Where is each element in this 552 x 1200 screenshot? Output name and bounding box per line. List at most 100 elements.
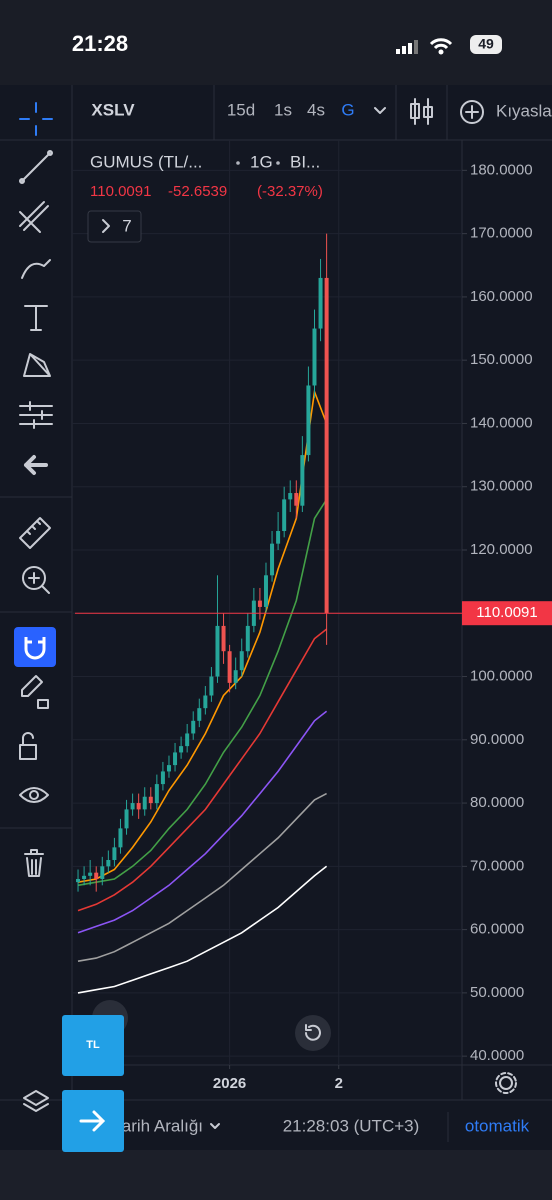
moving-average (77, 628, 328, 912)
dot (276, 161, 280, 165)
battery-level: 49 (478, 36, 494, 52)
plot: 180.0000 170.0000 160.0000 150.0000 140.0000… (72, 140, 552, 1092)
clock[interactable]: 21:28:03 (UTC+3) (283, 1116, 420, 1135)
magnet-icon (24, 637, 46, 660)
compare-label[interactable]: Kıyasla (496, 101, 552, 120)
candle-body (160, 771, 165, 785)
candle-body (282, 499, 287, 532)
chart-type-icon[interactable] (410, 98, 433, 125)
y-tick-label: 150.0000 (470, 351, 533, 368)
legend-name: GUMUS (TL/... (90, 152, 202, 171)
y-tick-label: 100.0000 (470, 667, 533, 684)
chevron (102, 219, 110, 233)
y-tick-label: 160.0000 (470, 288, 533, 305)
reset-button[interactable] (295, 1015, 331, 1051)
magnet-button[interactable] (14, 627, 56, 667)
candle-body (94, 872, 99, 879)
interval-menu[interactable] (374, 107, 386, 114)
reset-icon (305, 1024, 321, 1041)
candle-body (82, 875, 87, 879)
candle-body (106, 860, 111, 867)
candle-body (239, 651, 244, 671)
candle-body (263, 575, 268, 607)
scale-mode[interactable]: otomatik (465, 1116, 530, 1135)
y-tick-label: 70.0000 (470, 857, 524, 874)
candle-body (124, 809, 129, 829)
interval-active[interactable]: G (341, 100, 354, 119)
layers-icon[interactable] (23, 1090, 49, 1112)
x-tick-label: 2 (335, 1075, 343, 1092)
interval[interactable]: 15d (227, 100, 255, 119)
dot (236, 161, 240, 165)
candle-body (179, 746, 184, 753)
candle-body (185, 733, 190, 747)
app-area (0, 85, 552, 1150)
x-tick-label: 2026 (213, 1075, 246, 1092)
candle-body (276, 531, 281, 544)
status-time: 21:28 (72, 31, 128, 56)
currency-button[interactable] (62, 1015, 124, 1076)
interval[interactable]: 4s (307, 100, 325, 119)
candle-body (112, 847, 117, 861)
candle-body (245, 625, 250, 652)
legend-change-pct: (-32.37%) (257, 183, 323, 200)
candle-body (136, 803, 141, 810)
candle-body (76, 878, 81, 883)
candle-body (118, 828, 123, 848)
legend-change: -52.6539 (168, 183, 227, 200)
candle-body (215, 625, 220, 677)
y-tick-label: 40.0000 (470, 1047, 524, 1064)
candle-body (100, 866, 105, 879)
candle-body (203, 695, 208, 709)
candle-body (288, 493, 293, 500)
candle-body (294, 493, 299, 506)
candle-body (324, 277, 329, 614)
wifi-dot (438, 49, 444, 55)
candle-body (166, 765, 171, 772)
candle-body (221, 625, 226, 652)
y-tick-label: 120.0000 (470, 541, 533, 558)
home-area (0, 1150, 552, 1200)
candle-body (173, 752, 178, 766)
settings-icon[interactable] (495, 1072, 517, 1094)
candle-body (300, 455, 305, 506)
left-tools[interactable] (19, 102, 53, 877)
candle-body (227, 651, 232, 683)
interval[interactable]: 1s (274, 100, 292, 119)
candle-body (148, 796, 153, 804)
wifi-icon (429, 38, 453, 50)
symbol[interactable]: XSLV (91, 100, 135, 119)
candle-body (312, 328, 317, 386)
moving-average (77, 865, 328, 994)
y-tick-label: 130.0000 (470, 478, 533, 495)
moving-average (77, 710, 328, 934)
y-tick-label: 180.0000 (470, 161, 533, 178)
y-tick-label: 50.0000 (470, 984, 524, 1001)
candle-body (130, 803, 135, 810)
indicators-toggle[interactable] (87, 210, 142, 243)
indicator-count: 7 (122, 216, 131, 235)
date-range[interactable]: Tarih Aralığı (113, 1116, 203, 1135)
y-tick-label: 140.0000 (470, 414, 533, 431)
candle-body (233, 670, 238, 683)
moving-average (77, 498, 328, 887)
candle-body (154, 784, 159, 804)
moving-average (77, 388, 328, 883)
y-tick-label: 90.0000 (470, 731, 524, 748)
legend-price: 110.0091 (90, 183, 151, 200)
candle-body (270, 543, 275, 576)
last-price-label: 110.0091 (476, 604, 537, 621)
chevron (210, 1123, 220, 1129)
battery (470, 35, 502, 54)
signal-icon (396, 40, 418, 54)
currency-label: TL (86, 1039, 100, 1051)
status-bar (0, 0, 552, 85)
candle-body (191, 720, 196, 734)
candle-body (257, 600, 262, 607)
compare-icon[interactable] (460, 100, 484, 124)
legend-interval: 1G (250, 152, 273, 171)
candle-body (88, 872, 93, 876)
candle-body (209, 676, 214, 696)
